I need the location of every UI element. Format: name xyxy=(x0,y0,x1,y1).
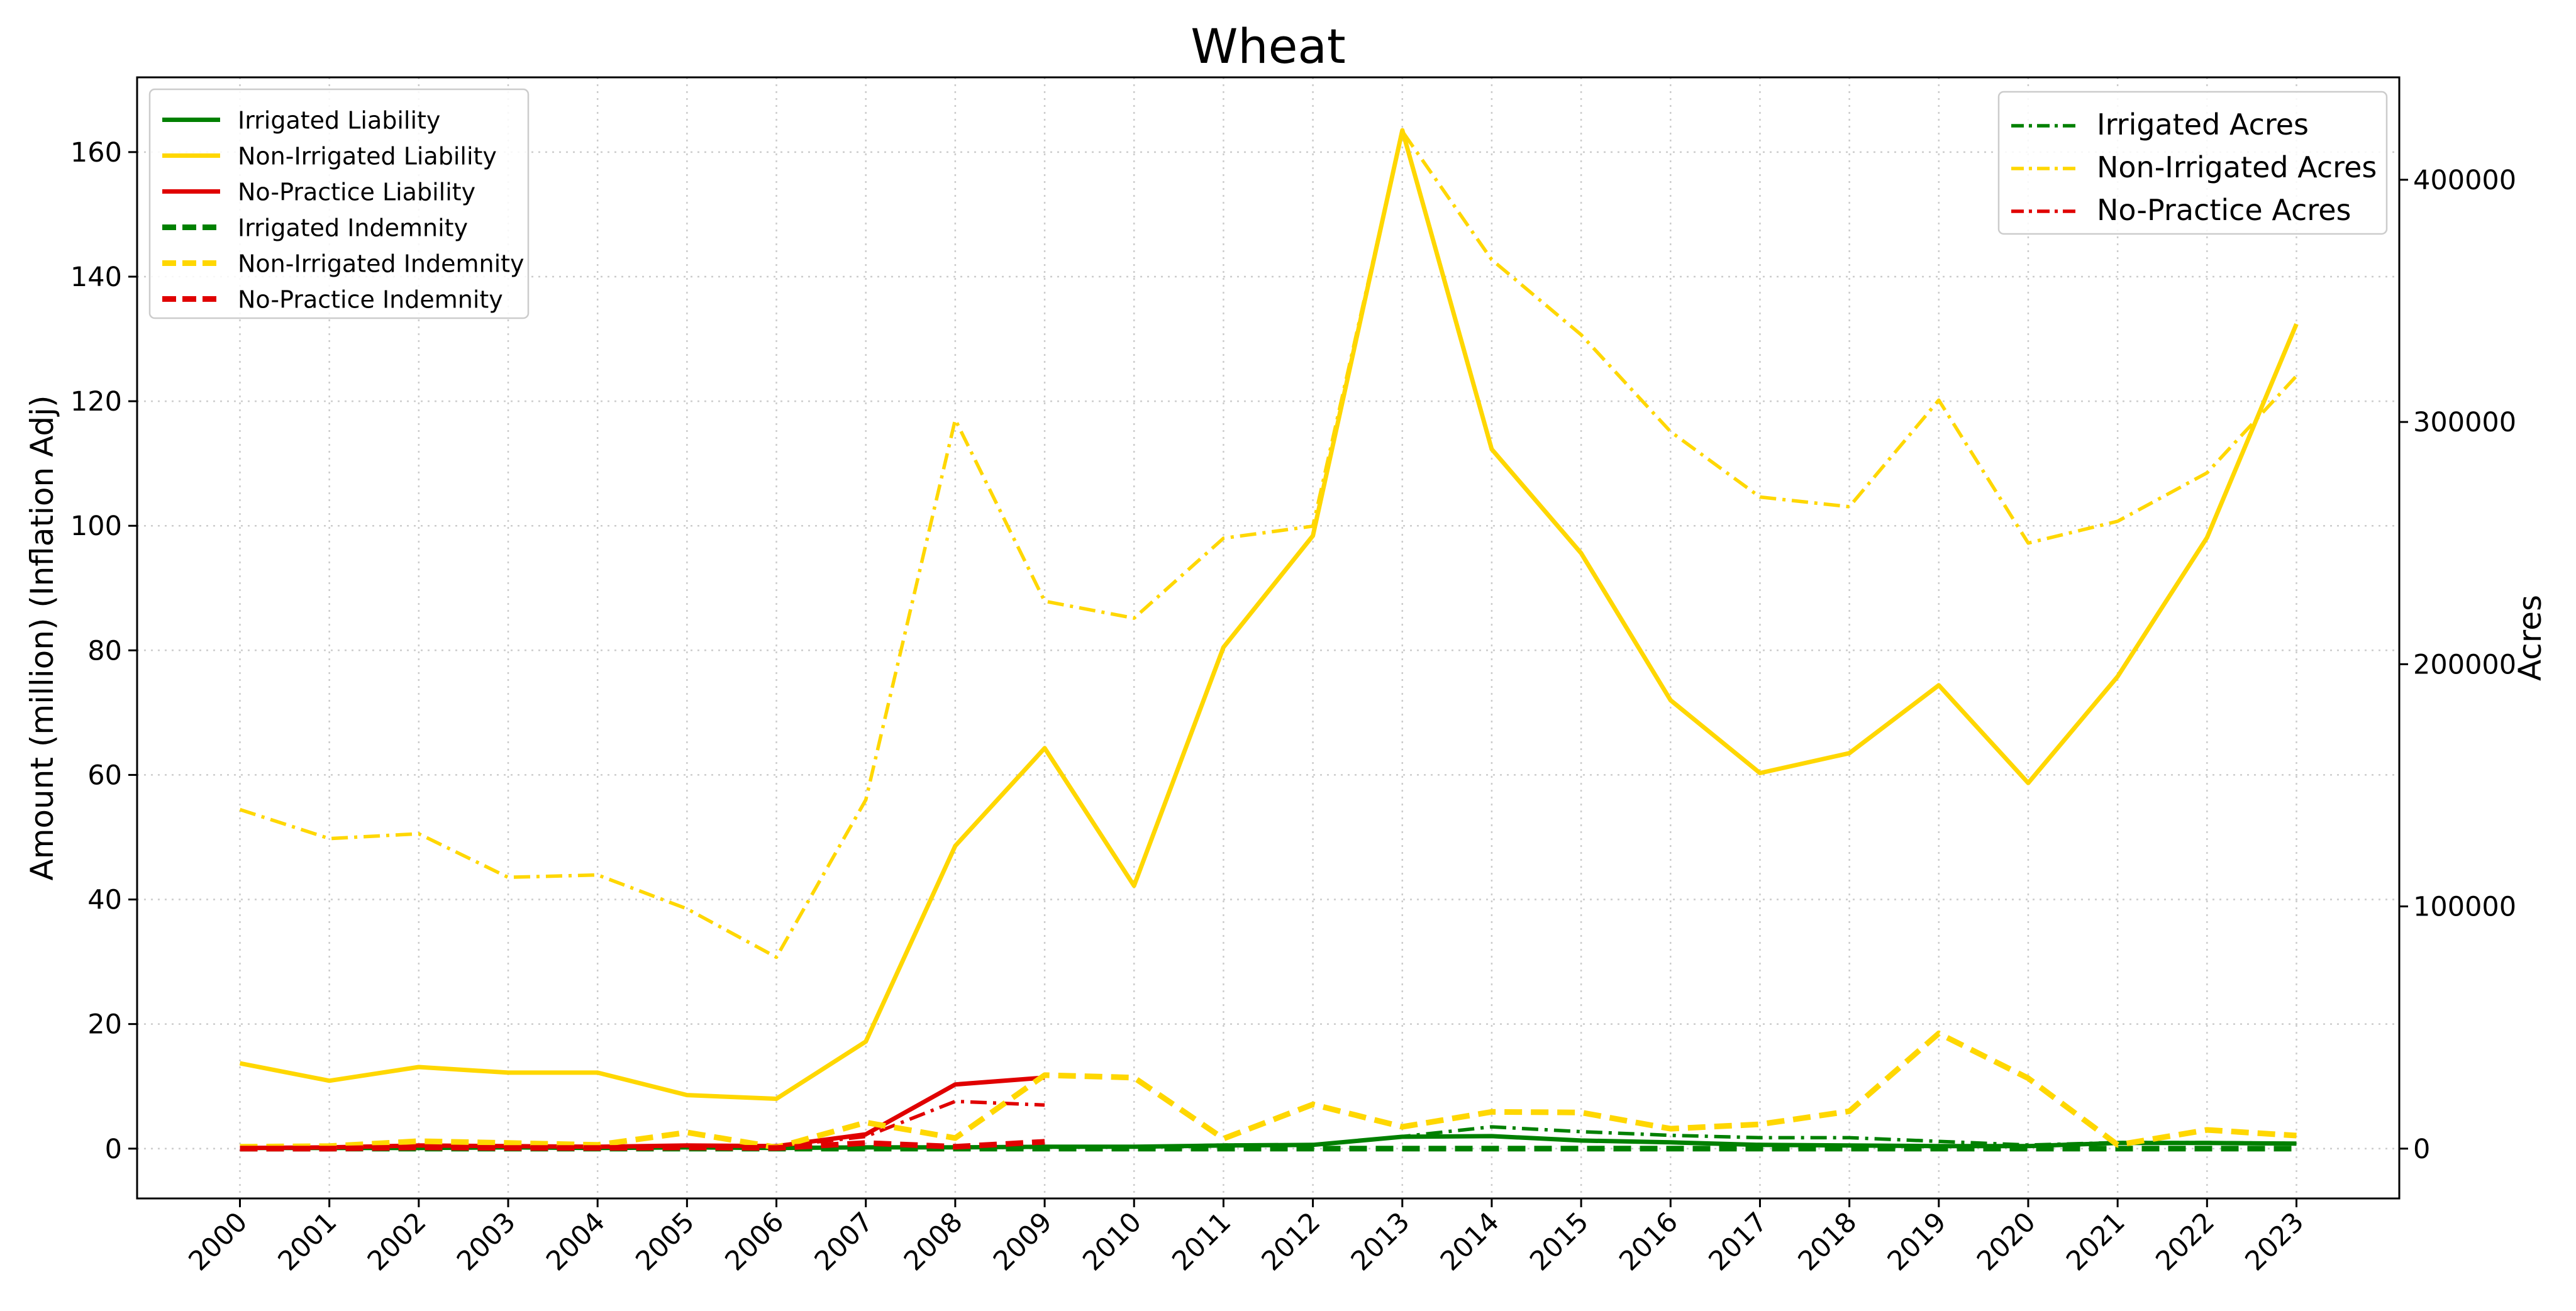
x-tick-label: 2001 xyxy=(272,1206,343,1277)
y-axis-label-right: Acres xyxy=(2512,595,2548,681)
legend-label-no-practice-liability: No-Practice Liability xyxy=(238,179,475,206)
x-tick-label: 2011 xyxy=(1166,1206,1237,1277)
legend-label-non-irrigated-liability: Non-Irrigated Liability xyxy=(238,143,497,170)
x-tick-label: 2018 xyxy=(1792,1206,1863,1277)
y-tick-label-left: 160 xyxy=(70,137,122,169)
x-tick-label: 2014 xyxy=(1435,1206,1506,1277)
x-tick-label: 2009 xyxy=(987,1206,1058,1277)
legend-right: Irrigated Acres Non-Irrigated Acres No-Pra… xyxy=(1997,91,2388,235)
y-tick-label-left: 0 xyxy=(105,1134,122,1165)
y-axis-right: 0 100000 200000 300000 400000 xyxy=(2399,165,2516,1165)
y-tick-label-left: 80 xyxy=(87,635,122,667)
x-tick-label: 2006 xyxy=(719,1206,791,1277)
legend-left-frame xyxy=(148,88,530,319)
x-tick-label: 2004 xyxy=(540,1206,611,1277)
x-tick-label: 2012 xyxy=(1256,1206,1327,1277)
x-tick-label: 2007 xyxy=(809,1206,880,1277)
series-line-non-irrigated-indemnity xyxy=(240,1031,2297,1151)
x-tick-label: 2010 xyxy=(1077,1206,1148,1277)
y-tick-label-right: 200000 xyxy=(2413,649,2516,680)
y-tick-label-left: 20 xyxy=(87,1009,122,1041)
plot-frame xyxy=(136,76,2401,1200)
x-tick-label: 2002 xyxy=(362,1206,433,1277)
legend-left: Irrigated Liability Non-Irrigated Liabili… xyxy=(148,88,530,319)
chart-title: Wheat xyxy=(1191,18,1345,74)
series-line-no-practice-indemnity xyxy=(240,1139,1045,1152)
x-tick-label: 2017 xyxy=(1702,1206,1774,1277)
legend-label-no-practice-acres: No-Practice Acres xyxy=(2097,193,2351,227)
y-tick-label-left: 60 xyxy=(87,760,122,791)
series-layer xyxy=(239,128,2299,1152)
legend-label-irrigated-liability: Irrigated Liability xyxy=(238,107,440,135)
y-tick-label-right: 400000 xyxy=(2413,165,2516,196)
y-tick-label-left: 140 xyxy=(70,262,122,293)
legend-label-non-irrigated-indemnity: Non-Irrigated Indemnity xyxy=(238,250,525,278)
y-tick-label-right: 0 xyxy=(2413,1134,2430,1165)
y-tick-label-left: 40 xyxy=(87,885,122,916)
x-axis: 2000 2001 2002 2003 2004 2005 2006 2007 2008 2009… xyxy=(183,1198,2311,1277)
x-tick-label: 2021 xyxy=(2060,1206,2131,1277)
legend-label-non-irrigated-acres: Non-Irrigated Acres xyxy=(2097,150,2377,184)
x-tick-label: 2023 xyxy=(2240,1206,2311,1277)
y-tick-label-right: 300000 xyxy=(2413,407,2516,438)
x-tick-label: 2003 xyxy=(451,1206,522,1277)
x-tick-label: 2022 xyxy=(2150,1206,2221,1277)
y-axis-label-left: Amount (million) (Inflation Adj) xyxy=(24,395,60,880)
legend-label-no-practice-indemnity: No-Practice Indemnity xyxy=(238,286,503,314)
y-tick-label-left: 100 xyxy=(70,511,122,542)
x-tick-label: 2005 xyxy=(630,1206,701,1277)
x-tick-label: 2016 xyxy=(1613,1206,1684,1277)
y-axis-left: 0 20 40 60 80 100 120 140 160 xyxy=(70,137,137,1165)
x-tick-label: 2013 xyxy=(1345,1206,1416,1277)
y-tick-label-right: 100000 xyxy=(2413,892,2516,923)
x-tick-label: 2019 xyxy=(1882,1206,1953,1277)
x-tick-label: 2020 xyxy=(1971,1206,2042,1277)
legend-label-irrigated-acres: Irrigated Acres xyxy=(2097,108,2309,141)
grid-layer xyxy=(137,77,2399,1198)
legend-label-irrigated-indemnity: Irrigated Indemnity xyxy=(238,214,468,242)
x-tick-label: 2008 xyxy=(898,1206,969,1277)
y-tick-label-left: 120 xyxy=(70,386,122,418)
legend-right-frame xyxy=(1997,91,2388,235)
series-line-non-irrigated-acres xyxy=(239,130,2298,960)
x-tick-label: 2000 xyxy=(183,1206,254,1277)
series-line-non-irrigated-liability xyxy=(239,128,2299,1101)
x-tick-label: 2015 xyxy=(1524,1206,1595,1277)
